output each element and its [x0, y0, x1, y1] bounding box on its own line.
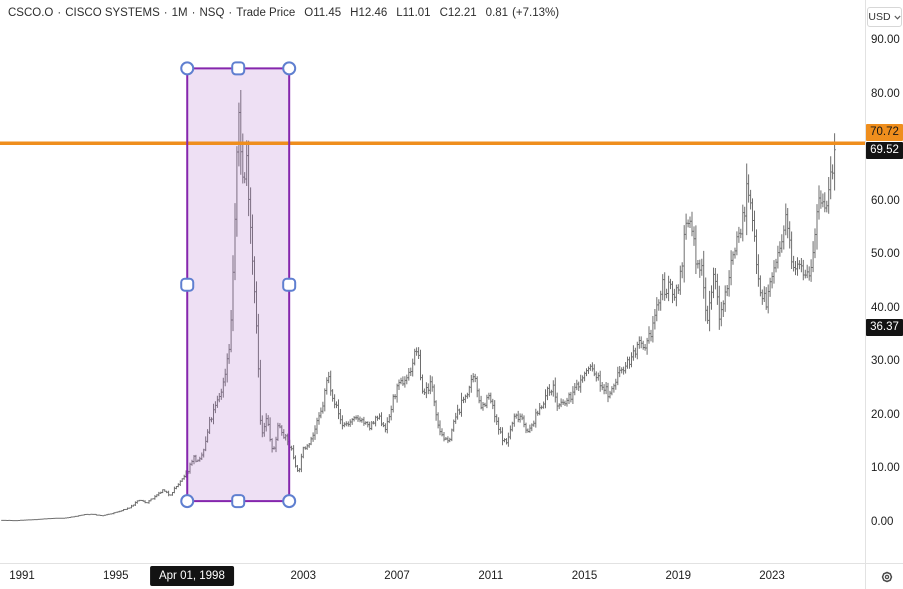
symbol-label: CSCO.O — [8, 7, 54, 19]
rectangle-corner-handle[interactable] — [180, 494, 195, 509]
rectangle-drawing-fill[interactable] — [187, 68, 290, 502]
price-bars-series — [1, 90, 836, 522]
axis-horizontal-separator — [0, 563, 903, 564]
exchange-label: NSQ — [199, 7, 225, 19]
price-tick-label: 30.00 — [871, 355, 900, 368]
price-tick-label: 20.00 — [871, 408, 900, 421]
rectangle-edge-handle[interactable] — [231, 494, 246, 509]
settings-gear-button[interactable] — [877, 569, 896, 585]
price-tick-label: 80.00 — [871, 87, 900, 100]
interval-label: 1M — [171, 7, 188, 19]
last-price-badge: 69.52 — [866, 141, 903, 159]
change-value: 0.81 — [485, 7, 509, 19]
price-tick-label: 50.00 — [871, 248, 900, 261]
horizontal-line-price-badge: 70.72 — [866, 123, 903, 141]
price-tick-label: 40.00 — [871, 301, 900, 314]
crosshair-price-badge: 36.37 — [866, 318, 903, 336]
time-tick-label: 2003 — [290, 570, 317, 582]
price-tick-label: 10.00 — [871, 462, 900, 475]
time-tick-label: 2015 — [571, 570, 598, 582]
time-tick-label: 2019 — [665, 570, 692, 582]
axis-vertical-separator — [865, 0, 866, 589]
price-chart-area[interactable]: CSCO.O · CISCO SYSTEMS · 1M · NSQ · Trade Price O… — [0, 0, 865, 563]
time-tick-label: 2007 — [384, 570, 410, 582]
rectangle-corner-handle[interactable] — [282, 61, 297, 76]
time-tick-label: 2023 — [759, 570, 785, 582]
instrument-name: CISCO SYSTEMS — [65, 7, 160, 19]
open-value: O11.45 — [304, 7, 342, 19]
gear-icon — [881, 571, 892, 583]
close-value: C12.21 — [439, 7, 477, 19]
rectangle-edge-handle[interactable] — [282, 277, 297, 292]
price-tick-label: 90.00 — [871, 34, 900, 46]
currency-label: USD — [868, 11, 891, 23]
high-value: H12.46 — [350, 7, 388, 19]
time-tick-label: 2011 — [478, 570, 504, 582]
chevron-down-icon — [893, 15, 901, 20]
rectangle-edge-handle[interactable] — [231, 61, 246, 76]
rectangle-corner-handle[interactable] — [180, 61, 195, 76]
chart-legend: CSCO.O · CISCO SYSTEMS · 1M · NSQ · Trade Price O… — [8, 7, 560, 19]
change-percent: (+7.13%) — [512, 7, 560, 19]
price-plot-svg — [0, 61, 865, 522]
rectangle-edge-handle[interactable] — [180, 277, 195, 292]
low-value: L11.01 — [396, 7, 431, 19]
rectangle-corner-handle[interactable] — [282, 494, 297, 509]
price-tick-label: 60.00 — [871, 194, 900, 207]
field-label: Trade Price — [236, 7, 296, 19]
currency-dropdown[interactable]: USD — [867, 7, 902, 27]
price-tick-label: 0.00 — [871, 516, 894, 528]
crosshair-date-badge: Apr 01, 1998 — [149, 566, 234, 586]
price-axis[interactable]: USD 90.00 80.00 60.00 50.00 40.00 30.00 20.00 1… — [866, 0, 903, 563]
time-tick-label: 1991 — [9, 570, 35, 582]
time-tick-label: 1995 — [102, 570, 129, 582]
time-axis[interactable]: 1991 1995 2003 2007 2011 2015 2019 2023 Apr 01,… — [0, 564, 865, 589]
